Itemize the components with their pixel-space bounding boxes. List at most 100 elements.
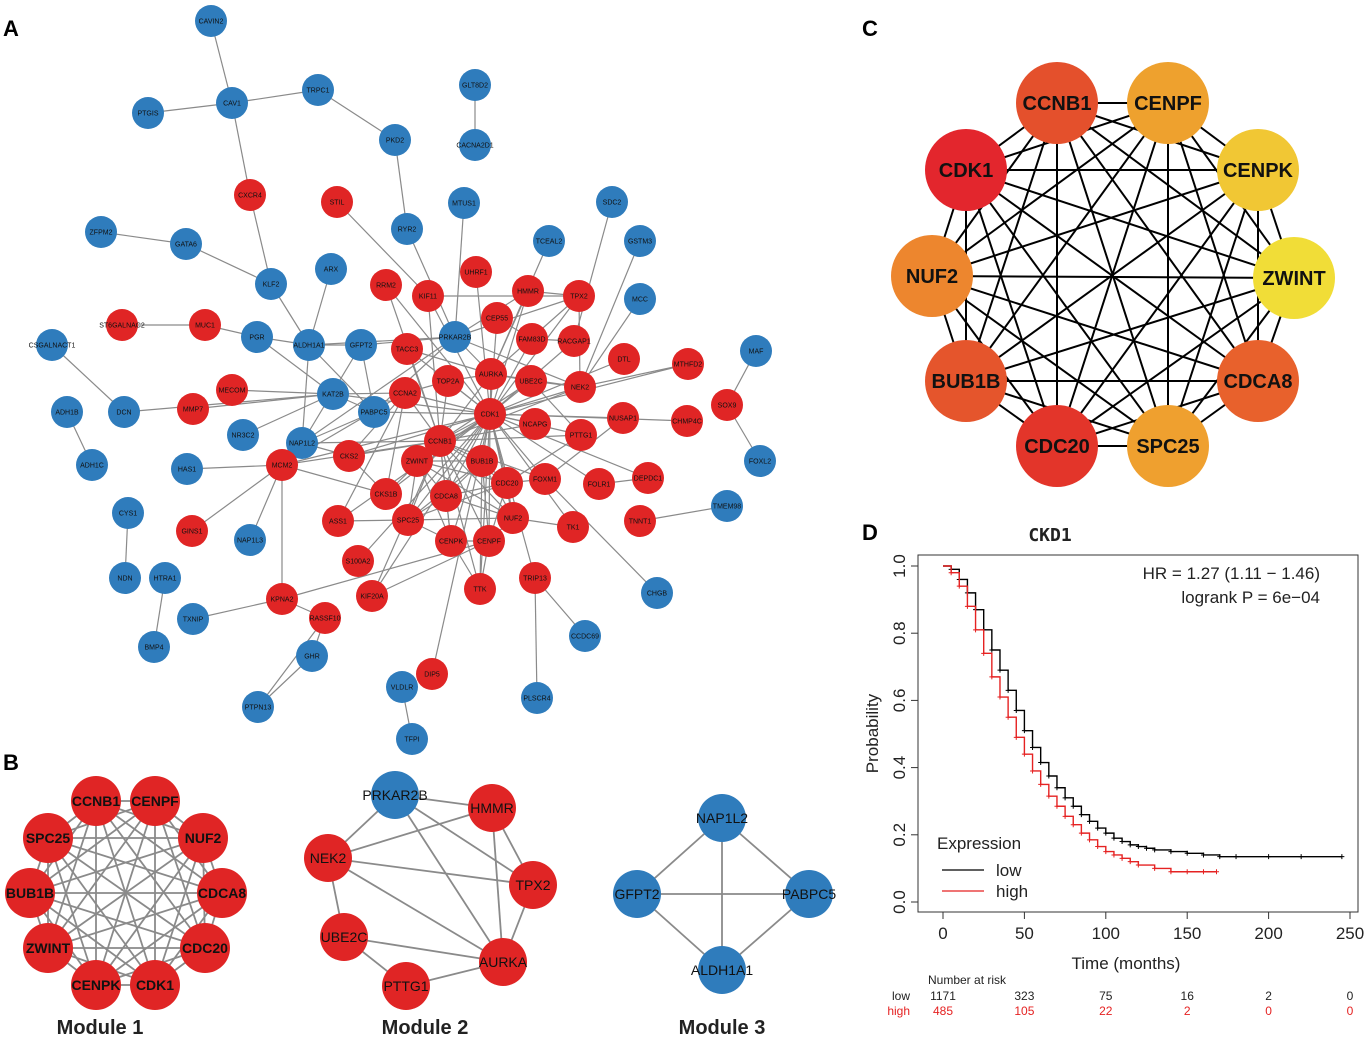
hub-node-cenpf[interactable]: CENPF — [1127, 62, 1209, 144]
node-pttg1[interactable]: PTTG1 — [565, 419, 597, 451]
node-cacna2d1[interactable]: CACNA2D1 — [456, 129, 494, 161]
node-arx[interactable]: ARX — [315, 253, 347, 285]
node-txnip[interactable]: TXNIP — [177, 603, 209, 635]
node-ass1[interactable]: ASS1 — [322, 505, 354, 537]
hub-node-cdc20[interactable]: CDC20 — [1016, 405, 1098, 487]
node-csgalnact1[interactable]: CSGALNACT1 — [29, 329, 76, 361]
node-cep55[interactable]: CEP55 — [481, 302, 513, 334]
node-tceal2[interactable]: TCEAL2 — [533, 225, 565, 257]
node-mthfd2[interactable]: MTHFD2 — [672, 348, 704, 380]
node-nr3c2[interactable]: NR3C2 — [227, 419, 259, 451]
node-aurka[interactable]: AURKA — [475, 358, 507, 390]
node-racgap1[interactable]: RACGAP1 — [557, 325, 591, 357]
node-cavin2[interactable]: CAVIN2 — [195, 5, 227, 37]
hub-node-cdk1[interactable]: CDK1 — [925, 129, 1007, 211]
node-folr1[interactable]: FOLR1 — [583, 468, 615, 500]
module-1-node-bub1b[interactable]: BUB1B — [5, 868, 55, 918]
hub-node-nuf2[interactable]: NUF2 — [891, 235, 973, 317]
node-klf2[interactable]: KLF2 — [255, 268, 287, 300]
node-mcc[interactable]: MCC — [624, 283, 656, 315]
node-cxcr4[interactable]: CXCR4 — [234, 179, 266, 211]
node-cav1[interactable]: CAV1 — [216, 87, 248, 119]
node-ube2c[interactable]: UBE2C — [515, 365, 547, 397]
node-mcm2[interactable]: MCM2 — [266, 449, 298, 481]
node-dcn[interactable]: DCN — [108, 396, 140, 428]
node-kif11[interactable]: KIF11 — [412, 280, 444, 312]
node-ncapg[interactable]: NCAPG — [519, 408, 551, 440]
node-trpc1[interactable]: TRPC1 — [302, 74, 334, 106]
node-bub1b[interactable]: BUB1B — [466, 445, 498, 477]
node-tfpi[interactable]: TFPI — [396, 723, 428, 755]
module-1-node-cenpk[interactable]: CENPK — [71, 960, 121, 1010]
module-1-node-spc25[interactable]: SPC25 — [23, 813, 73, 863]
node-uhrf1[interactable]: UHRF1 — [460, 256, 492, 288]
node-nusap1[interactable]: NUSAP1 — [607, 402, 639, 434]
node-rassf10[interactable]: RASSF10 — [309, 602, 341, 634]
node-zwint[interactable]: ZWINT — [401, 445, 433, 477]
node-pgr[interactable]: PGR — [241, 321, 273, 353]
node-ndn[interactable]: NDN — [109, 562, 141, 594]
hub-node-bub1b[interactable]: BUB1B — [925, 340, 1007, 422]
node-kpna2[interactable]: KPNA2 — [266, 583, 298, 615]
module-1-node-nuf2[interactable]: NUF2 — [178, 813, 228, 863]
node-plscr4[interactable]: PLSCR4 — [521, 682, 553, 714]
node-tpx2[interactable]: TPX2 — [563, 280, 595, 312]
module-1-node-cdca8[interactable]: CDCA8 — [197, 868, 247, 918]
hub-node-cdca8[interactable]: CDCA8 — [1217, 340, 1299, 422]
node-pabpc5[interactable]: PABPC5 — [358, 396, 390, 428]
module-2-node-nek2[interactable]: NEK2 — [304, 834, 352, 882]
node-stil[interactable]: STIL — [321, 186, 353, 218]
node-muc1[interactable]: MUC1 — [189, 309, 221, 341]
node-rrm2[interactable]: RRM2 — [370, 269, 402, 301]
node-cys1[interactable]: CYS1 — [112, 497, 144, 529]
node-nuf2[interactable]: NUF2 — [497, 502, 529, 534]
node-tmem98[interactable]: TMEM98 — [711, 490, 743, 522]
node-spc25[interactable]: SPC25 — [392, 504, 424, 536]
node-foxm1[interactable]: FOXM1 — [529, 463, 561, 495]
module-2-node-prkar2b[interactable]: PRKAR2B — [362, 771, 428, 819]
module-2-node-tpx2[interactable]: TPX2 — [509, 861, 557, 909]
node-kat2b[interactable]: KAT2B — [317, 378, 349, 410]
module-1-node-cenpf[interactable]: CENPF — [130, 776, 180, 826]
node-depdc1[interactable]: DEPDC1 — [632, 462, 664, 494]
hub-node-zwint[interactable]: ZWINT — [1253, 237, 1335, 319]
node-st6galnac2[interactable]: ST6GALNAC2 — [99, 309, 145, 341]
node-s100a2[interactable]: S100A2 — [342, 545, 374, 577]
node-mecom[interactable]: MECOM — [216, 374, 248, 406]
module-1-node-zwint[interactable]: ZWINT — [23, 923, 73, 973]
node-ccna2[interactable]: CCNA2 — [389, 377, 421, 409]
node-cks2[interactable]: CKS2 — [333, 440, 365, 472]
node-ryr2[interactable]: RYR2 — [391, 213, 423, 245]
node-gins1[interactable]: GINS1 — [176, 515, 208, 547]
node-ccnb1[interactable]: CCNB1 — [424, 425, 456, 457]
node-has1[interactable]: HAS1 — [171, 453, 203, 485]
node-cdk1[interactable]: CDK1 — [474, 398, 506, 430]
node-sox9[interactable]: SOX9 — [711, 389, 743, 421]
node-tacc3[interactable]: TACC3 — [391, 333, 423, 365]
node-sdc2[interactable]: SDC2 — [596, 186, 628, 218]
module-1-node-cdk1[interactable]: CDK1 — [130, 960, 180, 1010]
hub-node-cenpk[interactable]: CENPK — [1217, 129, 1299, 211]
node-gfpt2[interactable]: GFPT2 — [345, 329, 377, 361]
module-2-node-aurka[interactable]: AURKA — [479, 938, 528, 986]
node-gstm3[interactable]: GSTM3 — [624, 225, 656, 257]
node-glt8d2[interactable]: GLT8D2 — [459, 69, 491, 101]
node-nek2[interactable]: NEK2 — [564, 371, 596, 403]
node-mmp7[interactable]: MMP7 — [177, 393, 209, 425]
node-maf[interactable]: MAF — [740, 335, 772, 367]
module-2-node-ube2c[interactable]: UBE2C — [320, 913, 368, 961]
node-trip13[interactable]: TRIP13 — [519, 562, 551, 594]
node-adh1b[interactable]: ADH1B — [51, 396, 83, 428]
node-adh1c[interactable]: ADH1C — [76, 449, 108, 481]
node-ttk[interactable]: TTK — [464, 573, 496, 605]
node-ghr[interactable]: GHR — [296, 640, 328, 672]
node-pkd2[interactable]: PKD2 — [379, 124, 411, 156]
hub-node-spc25[interactable]: SPC25 — [1127, 405, 1209, 487]
module-3-node-nap1l2[interactable]: NAP1L2 — [696, 794, 748, 842]
node-prkar2b[interactable]: PRKAR2B — [439, 321, 472, 353]
node-fam83d[interactable]: FAM83D — [516, 323, 548, 355]
module-1-node-cdc20[interactable]: CDC20 — [180, 923, 230, 973]
node-chgb[interactable]: CHGB — [641, 577, 673, 609]
node-kif20a[interactable]: KIF20A — [356, 580, 388, 612]
node-tnnt1[interactable]: TNNT1 — [624, 505, 656, 537]
